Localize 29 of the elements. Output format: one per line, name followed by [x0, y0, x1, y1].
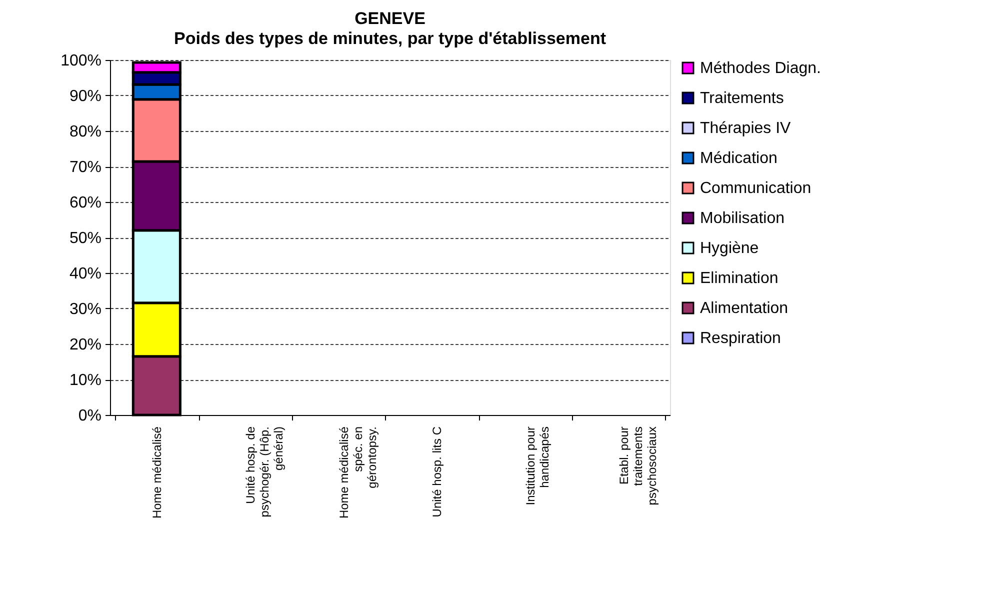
y-tick-label: 20% — [69, 336, 102, 354]
legend-label: Elimination — [700, 270, 778, 287]
legend-label: Hygiène — [700, 240, 759, 257]
legend-label: Communication — [700, 180, 812, 197]
y-tick-label: 100% — [60, 52, 102, 70]
legend-label: Traitements — [700, 90, 784, 107]
y-tick-label: 70% — [69, 159, 102, 176]
y-tick-label: 40% — [69, 266, 102, 282]
x-tick-label: Home médicalisé spéc. en gérontopsy. — [336, 426, 379, 519]
legend-label: Alimentation — [700, 300, 788, 317]
legend-label: Thérapies IV — [700, 120, 792, 137]
y-tick-label: 80% — [69, 124, 102, 140]
chart-subtitle: Poids des types de minutes, par type d'établissement — [174, 29, 606, 48]
legend-label: Respiration — [700, 330, 781, 347]
y-tick-label: 50% — [69, 230, 102, 247]
y-tick-label: 30% — [69, 301, 102, 318]
legend-label: Mobilisation — [700, 210, 784, 227]
y-tick-label: 0% — [78, 408, 102, 424]
x-tick-label: Etabl. pour traitements psychosociaux — [616, 426, 659, 506]
x-tick-label: Unité hosp. lits C — [430, 426, 444, 518]
y-tick-label: 60% — [69, 194, 102, 212]
legend-label: Méthodes Diagn. — [700, 60, 821, 77]
legend-label: Médication — [700, 150, 778, 167]
x-tick-label: Institution pour handicapés — [524, 426, 552, 506]
x-tick-label: Home médicalisé — [150, 426, 164, 519]
x-tick-label: Unité hosp. de psychogér. (Hôp. général) — [244, 426, 286, 518]
y-tick-label: 90% — [69, 88, 102, 105]
y-tick-label: 10% — [69, 372, 102, 389]
chart-title: GENEVE — [354, 9, 426, 28]
